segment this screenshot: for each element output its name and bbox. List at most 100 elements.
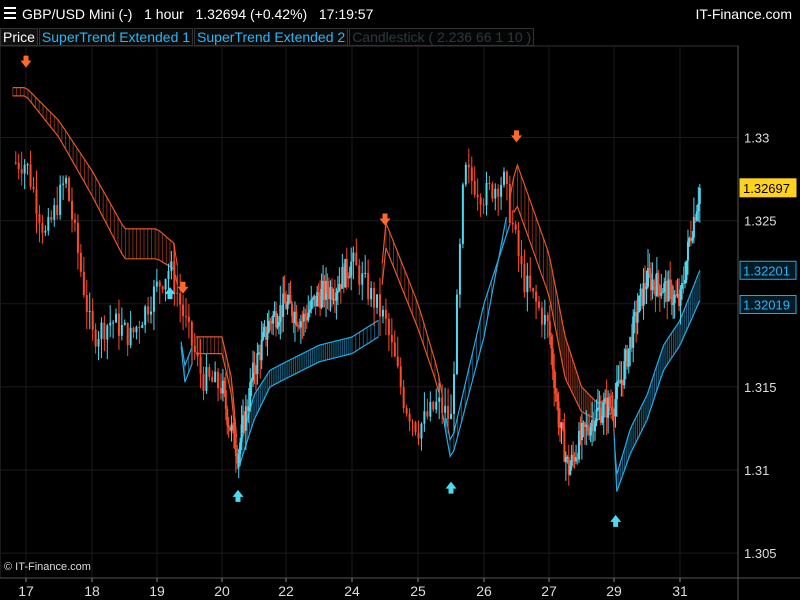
last-price-tag: 1.32697 [743, 181, 790, 196]
candle-body [73, 219, 76, 223]
candle-body [627, 348, 630, 367]
candle-body [458, 243, 461, 295]
candle-body [79, 252, 82, 272]
candle-body [254, 372, 257, 375]
candle-body [639, 288, 642, 296]
candle-body [316, 292, 319, 307]
candle-body [630, 337, 633, 348]
candle-body [580, 423, 583, 441]
candle-body [373, 287, 376, 308]
copyright-label: © IT-Finance.com [4, 561, 91, 573]
candle-body [526, 275, 529, 293]
candle-body [624, 349, 627, 362]
candle-body [592, 420, 595, 432]
candle-body [267, 320, 270, 333]
buy-arrow-icon [445, 481, 457, 494]
tab-supertrend-2[interactable]: SuperTrend Extended 2 [194, 28, 349, 46]
candle-body [426, 411, 429, 417]
candle-body [429, 401, 432, 417]
tab-price[interactable]: Price [0, 28, 38, 46]
candle-body [217, 371, 220, 389]
candle-body [190, 321, 193, 346]
candle-body [676, 293, 679, 296]
candle-body [367, 272, 370, 300]
candle-body [229, 427, 232, 431]
candle-body [286, 301, 289, 309]
candle-body [488, 182, 491, 184]
title-bar: GBP/USD Mini (-) 1 hour 1.32694 (+0.42%)… [0, 0, 800, 28]
tab-supertrend-1[interactable]: SuperTrend Extended 1 [38, 28, 194, 46]
x-tick-label: 19 [149, 583, 165, 599]
candle-body [652, 280, 655, 286]
candle-body [485, 182, 488, 206]
candle-body [464, 164, 467, 185]
x-tick-label: 18 [84, 583, 100, 599]
candle-body [420, 423, 423, 439]
candle-body [586, 424, 589, 432]
candle-body [417, 432, 420, 439]
candle-body [283, 293, 286, 304]
candle-body [573, 456, 576, 462]
candle-body [666, 281, 669, 302]
candle-body [352, 252, 355, 262]
candle-body [211, 376, 214, 382]
candle-body [635, 311, 638, 323]
candle-body [598, 407, 601, 409]
candle-body [227, 425, 230, 428]
supertrend-1-line [445, 223, 511, 442]
candle-body [564, 457, 567, 462]
tab-candlestick[interactable]: Candlestick ( 2.236 66 1 10 ) [349, 28, 535, 46]
menu-icon[interactable] [4, 6, 16, 20]
candle-body [550, 336, 553, 349]
candle-body [115, 313, 118, 323]
candle-body [126, 322, 129, 346]
candle-body [266, 332, 269, 340]
x-tick-label: 27 [541, 583, 557, 599]
candle-body [684, 279, 686, 284]
sell-arrow-icon [20, 55, 32, 68]
candle-body [566, 457, 569, 459]
candle-body [214, 371, 217, 382]
candle-body [100, 322, 103, 339]
candle-body [514, 224, 517, 231]
candle-body [614, 399, 617, 417]
candle-body [633, 311, 636, 317]
candle-body [393, 342, 396, 357]
candle-body [658, 285, 661, 296]
candle-body [342, 266, 345, 288]
candle-body [167, 271, 170, 280]
candle-body [302, 313, 305, 322]
price-label-box [739, 295, 797, 315]
candle-body [50, 216, 53, 220]
candle-body [423, 411, 426, 424]
x-tick-label: 29 [606, 583, 622, 599]
candle-body [336, 290, 339, 293]
indicator-tabs: Price SuperTrend Extended 1 SuperTrend E… [0, 28, 535, 46]
candle-body [332, 298, 335, 300]
candle-body [605, 397, 608, 418]
candle-body [405, 408, 408, 414]
candle-body [173, 261, 176, 293]
supertrend-band [12, 87, 701, 492]
candle-body [455, 294, 458, 375]
candle-body [319, 295, 322, 308]
candle-body [247, 406, 250, 411]
candle-body [611, 406, 614, 414]
candle-body [132, 327, 135, 333]
candle-body [595, 409, 598, 423]
x-tick-label: 31 [672, 583, 688, 599]
candle-body [557, 401, 560, 428]
change-label: (+0.42%) [250, 6, 308, 22]
candle-body [329, 287, 332, 300]
sell-arrow-icon [177, 281, 189, 294]
candle-body [523, 264, 526, 293]
candle-body [129, 327, 132, 346]
candle-body [23, 164, 26, 174]
candle-body [473, 180, 476, 195]
candle-body [249, 382, 252, 407]
candle-body [307, 312, 310, 321]
candle-body [411, 421, 414, 423]
candle-body [109, 322, 112, 326]
x-tick-label: 17 [18, 583, 34, 599]
